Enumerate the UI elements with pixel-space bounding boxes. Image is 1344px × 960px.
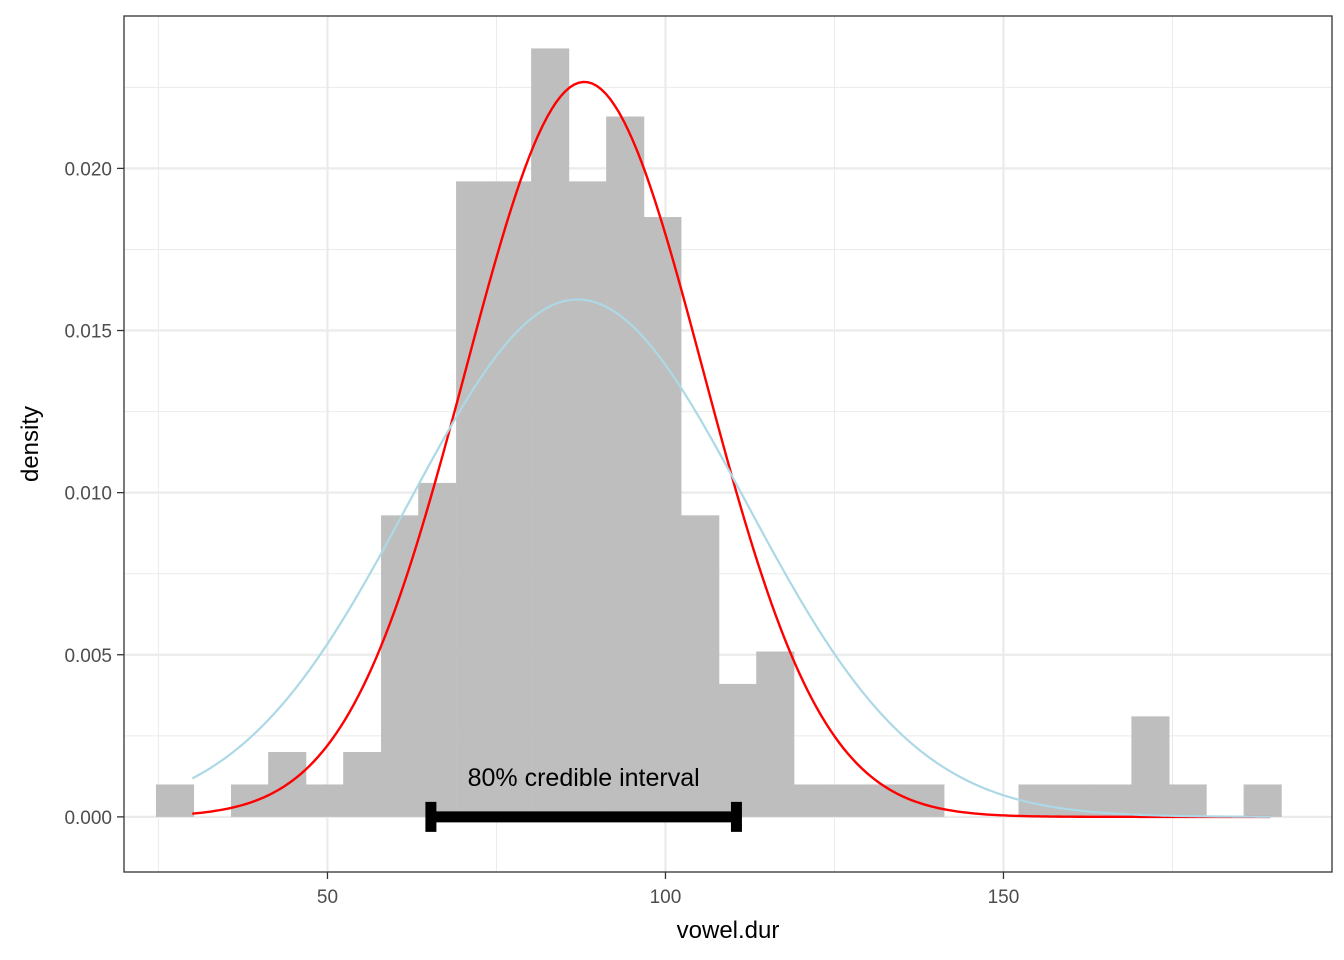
- plot-panel-border: [123, 15, 1333, 873]
- histogram-bar: [568, 181, 607, 817]
- x-axis-ticks: 50 100 150: [317, 872, 1019, 908]
- x-tick-label: 50: [317, 887, 338, 908]
- histogram-bar: [793, 784, 832, 817]
- histogram-bar: [831, 784, 870, 817]
- x-tick-label: 150: [988, 887, 1020, 908]
- histogram-bar: [493, 181, 532, 817]
- histogram-bar: [1131, 716, 1170, 817]
- y-tick-label: 0.020: [64, 159, 112, 180]
- histogram-bar: [381, 515, 420, 817]
- histogram-bar: [531, 48, 570, 817]
- density-curves: [191, 80, 1271, 819]
- y-tick-label: 0.015: [64, 322, 112, 343]
- x-tick-label: 100: [650, 887, 682, 908]
- y-axis-ticks: 0.000 0.005 0.010 0.015 0.020: [64, 159, 124, 829]
- histogram-bar: [868, 784, 907, 817]
- y-tick-label: 0.005: [64, 646, 112, 667]
- histogram-bar: [756, 651, 795, 817]
- histogram-bars: [155, 48, 1282, 817]
- histogram-bar: [1243, 784, 1282, 817]
- histogram-bar: [418, 482, 457, 817]
- histogram-bar: [1168, 784, 1207, 817]
- histogram-bar: [456, 181, 495, 817]
- histogram-bar: [155, 784, 195, 817]
- histogram-bar: [306, 784, 345, 817]
- credible-interval: [425, 801, 742, 832]
- x-axis-title: vowel.dur: [677, 917, 780, 944]
- y-axis-title: density: [17, 406, 44, 482]
- histogram-bar: [643, 217, 682, 817]
- histogram-bar: [606, 116, 645, 817]
- annotation-80-credible-interval: 80% credible interval: [468, 764, 700, 792]
- y-tick-label: 0.000: [64, 808, 112, 829]
- normal-density-curve: [191, 298, 1271, 818]
- y-tick-label: 0.010: [64, 484, 112, 505]
- histogram-bar: [343, 752, 382, 817]
- histogram-bar: [681, 515, 720, 817]
- histogram-bar: [230, 784, 270, 817]
- histogram-bar: [718, 683, 757, 817]
